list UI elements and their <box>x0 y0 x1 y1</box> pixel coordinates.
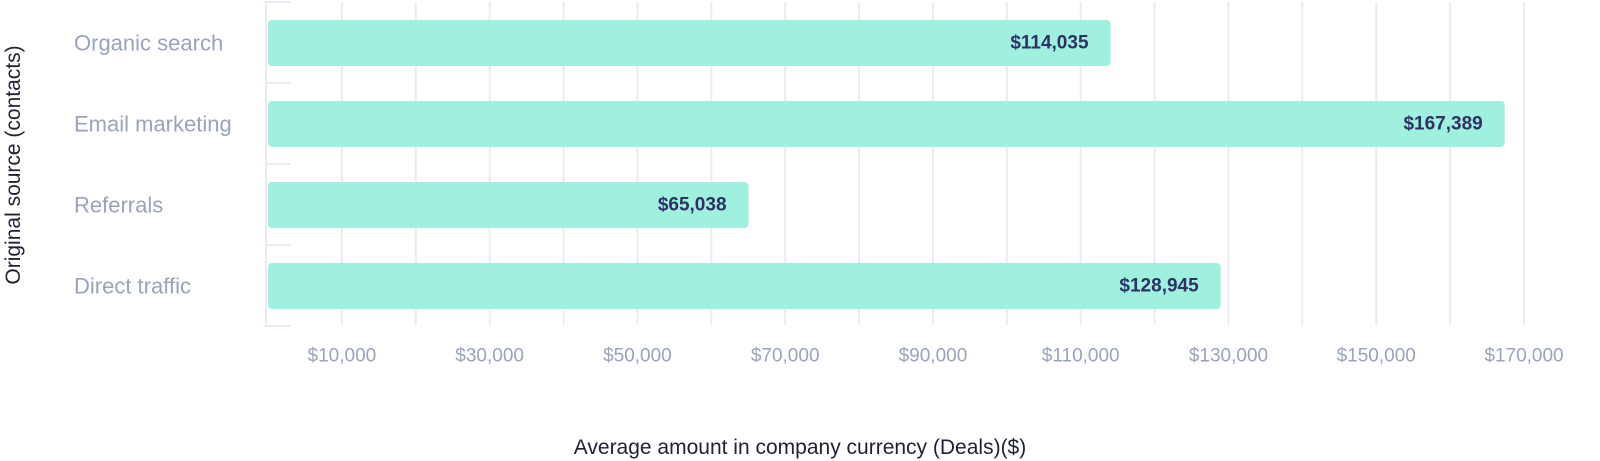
bar-value-label: $114,035 <box>1010 33 1089 54</box>
x-tick-label: $70,000 <box>751 346 820 367</box>
bar <box>268 101 1505 147</box>
bar <box>268 20 1111 66</box>
x-tick-label: $170,000 <box>1484 346 1563 367</box>
x-tick-label: $30,000 <box>455 346 524 367</box>
x-tick-label: $50,000 <box>603 346 672 367</box>
x-tick-labels: $10,000 $30,000 $50,000 $70,000 $90,000 $110,… <box>308 346 1564 367</box>
category-label: Referrals <box>74 193 163 218</box>
category-label: Email marketing <box>74 112 232 137</box>
bars: $114,035 $167,389 $65,038 $128,945 <box>268 20 1505 309</box>
category-label: Direct traffic <box>74 274 191 299</box>
category-labels: Organic search Email marketing Referrals Di… <box>74 31 232 299</box>
x-tick-label: $110,000 <box>1042 346 1120 367</box>
bar-value-label: $167,389 <box>1403 114 1482 135</box>
x-tick-label: $90,000 <box>899 346 968 367</box>
bar-value-label: $128,945 <box>1119 276 1199 297</box>
bar-value-label: $65,038 <box>658 195 727 216</box>
x-axis-title: Average amount in company currency (Deal… <box>573 436 1027 459</box>
x-tick-label: $130,000 <box>1189 346 1268 367</box>
x-tick-label: $10,000 <box>308 346 377 367</box>
category-label: Organic search <box>74 31 223 56</box>
y-axis <box>265 1 290 327</box>
bar <box>268 182 749 228</box>
bar <box>268 263 1221 309</box>
y-axis-title: Original source (contacts) <box>2 45 25 285</box>
x-tick-label: $150,000 <box>1337 346 1416 367</box>
